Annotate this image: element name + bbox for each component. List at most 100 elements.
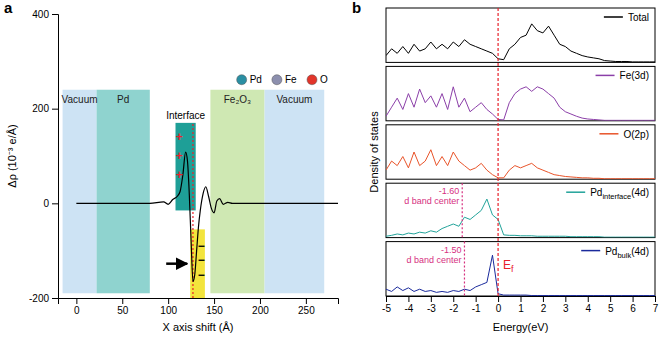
plot-area — [386, 24, 655, 62]
y-axis-title: Density of states — [368, 111, 380, 193]
tick-mark — [565, 296, 566, 302]
tick: 150 — [206, 298, 223, 316]
tick-mark — [633, 296, 634, 302]
d-band-center-label: d band center — [404, 196, 459, 206]
tick: -5 — [382, 296, 391, 314]
plot-frame — [386, 242, 655, 296]
arrow — [166, 262, 187, 265]
tick: 1 — [518, 296, 524, 314]
fermi-line — [497, 8, 498, 296]
tick-label: 100 — [160, 305, 177, 316]
tick-mark — [306, 298, 307, 304]
text-part: O(2p) — [623, 129, 649, 140]
data-line — [76, 152, 338, 281]
text-part: E — [503, 258, 511, 272]
plot-frame — [386, 125, 655, 179]
d-band-center-value: -1.50 — [441, 245, 462, 255]
x-axis-title: Energy(eV) — [493, 321, 549, 333]
tick: 3 — [563, 296, 569, 314]
tick: -1 — [472, 296, 481, 314]
plot-area — [386, 255, 655, 295]
dos-row: O(2p) — [386, 125, 655, 179]
tick-mark — [498, 296, 499, 302]
tick-label: 50 — [117, 305, 129, 316]
tick-mark — [260, 298, 261, 304]
plot-frame — [386, 8, 655, 62]
text-part: Pd — [590, 187, 602, 198]
x-axis: 050100150200250 — [59, 298, 339, 316]
tick-label: 7 — [653, 303, 659, 314]
region-label: Pd — [117, 94, 129, 105]
tick-label: -1 — [472, 303, 481, 314]
legend-label: O(2p) — [623, 129, 649, 140]
text-part: (4d) — [631, 246, 649, 257]
tick-label: -4 — [404, 303, 413, 314]
y-axis: -200 0 200 400 — [29, 9, 59, 304]
tick: 250 — [298, 298, 315, 316]
interface-label: Interface — [166, 110, 205, 121]
text-part: Total — [628, 12, 649, 23]
legend-label: Total — [628, 12, 649, 23]
plot-frame — [386, 66, 655, 120]
tick: 50 — [117, 298, 129, 316]
tick-label: 6 — [630, 303, 636, 314]
tick-mark — [476, 296, 477, 302]
charge-sign: + — [176, 130, 183, 144]
tick-mark — [521, 296, 522, 302]
tick: -3 — [427, 296, 436, 314]
panel-b: Total Fe(3d) O(2p) Pdinterface(4d) Pdbulk(4d… — [352, 0, 659, 333]
atom-legend: PdFeO — [237, 74, 328, 85]
x-axis: -5-4-3-2-101234567 — [382, 296, 659, 314]
region — [63, 90, 97, 294]
data-line — [386, 87, 655, 121]
legend-swatch — [272, 75, 282, 85]
tick: 400 — [32, 9, 58, 20]
tick-mark — [543, 296, 544, 302]
charge-sign: − — [198, 268, 205, 282]
tick-mark — [52, 298, 58, 299]
tick-label: 5 — [608, 303, 614, 314]
axis-line — [387, 297, 656, 303]
tick: 4 — [585, 296, 591, 314]
fermi-label: Ef — [503, 258, 514, 274]
charge-sign: − — [198, 239, 205, 253]
tick: 0 — [43, 198, 58, 209]
legend-swatch — [566, 191, 585, 193]
tick-label: 200 — [32, 103, 49, 114]
region-label: Vacuum — [62, 94, 98, 105]
tick-mark — [52, 203, 58, 204]
x-axis-title: X axis shift (Å) — [163, 321, 234, 333]
dos-row: Pdinterface(4d) — [386, 183, 655, 237]
legend-label: O — [320, 74, 328, 85]
tick-mark — [431, 296, 432, 302]
plot-area — [386, 150, 655, 179]
legend-label: Pdbulk(4d) — [605, 246, 649, 260]
tick-label: -3 — [427, 303, 436, 314]
tick-label: -5 — [382, 303, 391, 314]
tick: 2 — [541, 296, 547, 314]
tick-label: 4 — [585, 303, 591, 314]
figure: VacuumPdFe₂O₃VacuumInterface+++−−−PdFeO0… — [0, 0, 665, 339]
y-axis-title: Δρ (10⁻³ e/Å) — [6, 124, 18, 187]
tick-label: 1 — [518, 303, 524, 314]
text-part: Fe(3d) — [620, 70, 649, 81]
plot-area — [63, 90, 338, 298]
text-part: (4d) — [631, 187, 649, 198]
tick-label: 200 — [252, 305, 269, 316]
tick-mark — [655, 296, 656, 302]
tick-label: -200 — [29, 293, 49, 304]
d-band-center-value: -1.60 — [439, 186, 460, 196]
tick-mark — [214, 298, 215, 304]
dos-row: Pdbulk(4d) — [386, 242, 655, 296]
data-line — [386, 255, 655, 295]
panel-label: a — [4, 0, 13, 16]
tick-mark — [408, 296, 409, 302]
d-band-center-label: d band center — [406, 255, 461, 265]
charge-sign: + — [176, 168, 183, 182]
axis-line — [52, 15, 59, 299]
region-label: Fe₂O₃ — [224, 94, 251, 105]
tick-label: 150 — [206, 305, 223, 316]
legend-swatch — [599, 133, 618, 135]
text-part: Pd — [605, 246, 617, 257]
tick-label: 0 — [43, 198, 49, 209]
